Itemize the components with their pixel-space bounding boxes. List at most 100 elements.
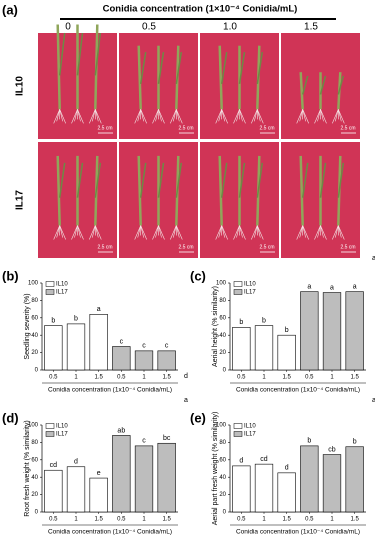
plant-root bbox=[59, 225, 63, 238]
plant-root bbox=[335, 109, 339, 122]
x-tick-label: 0.5 bbox=[117, 517, 126, 523]
significance-letter: d bbox=[285, 465, 289, 472]
significance-letter: b bbox=[307, 438, 311, 445]
plant-leaf bbox=[175, 51, 183, 84]
legend-swatch bbox=[45, 431, 55, 437]
row-label: IL17 bbox=[15, 190, 26, 210]
legend-label: IL17 bbox=[244, 432, 256, 438]
legend-label: IL17 bbox=[56, 290, 68, 296]
y-tick-label: 40 bbox=[31, 333, 38, 339]
legend-swatch bbox=[233, 431, 243, 437]
legend-swatch bbox=[45, 281, 55, 287]
x-tick-label: 1 bbox=[262, 375, 266, 381]
plant-root bbox=[92, 109, 96, 122]
plant-root bbox=[176, 225, 183, 240]
y-tick-label: 0 bbox=[223, 368, 227, 374]
bar bbox=[89, 477, 108, 513]
plant-root bbox=[296, 109, 303, 124]
plant-root bbox=[251, 109, 258, 124]
significance-letter: a bbox=[97, 306, 101, 313]
bar bbox=[277, 472, 296, 513]
significance-letter: a bbox=[353, 284, 357, 291]
y-tick-label: 20 bbox=[219, 492, 226, 498]
plant-root bbox=[314, 109, 321, 124]
significance-letter: a bbox=[307, 284, 311, 291]
plant-root bbox=[236, 109, 240, 122]
y-tick-label: 0 bbox=[223, 510, 227, 516]
significance-letter: d bbox=[74, 459, 78, 466]
plant-root bbox=[254, 225, 258, 238]
plant-root bbox=[320, 225, 327, 240]
plant-root bbox=[332, 109, 339, 124]
plant-stem bbox=[137, 155, 142, 226]
y-tick-label: 80 bbox=[31, 298, 38, 304]
plant-root bbox=[239, 109, 243, 122]
scale-label: 2.5 cm bbox=[97, 244, 112, 250]
x-tick-label: 0.5 bbox=[237, 517, 246, 523]
plant-leaf bbox=[58, 162, 66, 198]
x-tick-label: 1 bbox=[330, 375, 334, 381]
significance-letter: c bbox=[142, 438, 146, 445]
plant-root bbox=[257, 225, 264, 240]
plant-leaf bbox=[94, 162, 102, 198]
plant-root bbox=[92, 225, 96, 238]
plant-root bbox=[158, 225, 162, 238]
plant-root bbox=[338, 225, 345, 240]
y-axis-label: Seedling severity (%) bbox=[24, 293, 31, 359]
plant-leaf bbox=[319, 162, 327, 198]
x-tick-label: 1.5 bbox=[282, 517, 291, 523]
y-tick-label: 40 bbox=[31, 475, 38, 481]
plant-root bbox=[59, 225, 66, 240]
plant-root bbox=[302, 109, 309, 124]
edge-label: a bbox=[372, 255, 375, 262]
y-tick-label: 80 bbox=[219, 440, 226, 446]
x-tick-label: 0.5 bbox=[237, 375, 246, 381]
plant-root bbox=[335, 225, 339, 238]
plant-leaf bbox=[157, 51, 165, 84]
y-tick-label: 0 bbox=[35, 510, 39, 516]
scale-label: 2.5 cm bbox=[178, 244, 193, 250]
x-tick-label: 1.5 bbox=[350, 375, 359, 381]
bar bbox=[157, 442, 176, 513]
plant-root bbox=[317, 109, 321, 122]
plant-leaf bbox=[256, 51, 264, 84]
plant-root bbox=[137, 225, 141, 238]
scale-label: 2.5 cm bbox=[259, 125, 274, 131]
y-axis-label: Aerial part fresh weight (% similarity) bbox=[212, 412, 219, 526]
y-tick-label: 0 bbox=[35, 368, 39, 374]
plant-root bbox=[134, 109, 141, 124]
legend-label: IL10 bbox=[56, 282, 68, 288]
bar bbox=[134, 445, 154, 513]
plant-root bbox=[215, 109, 222, 124]
scale-label: 2.5 cm bbox=[259, 244, 274, 250]
x-tick-label: 1.5 bbox=[94, 517, 103, 523]
plant-root bbox=[77, 109, 84, 124]
plant-root bbox=[233, 225, 240, 240]
significance-letter: c bbox=[120, 338, 124, 345]
bar bbox=[277, 334, 296, 371]
bar bbox=[345, 446, 364, 513]
panel-label: (b) bbox=[2, 268, 19, 283]
plant-root bbox=[134, 225, 141, 240]
plant-root bbox=[53, 225, 60, 240]
plant-root bbox=[155, 225, 159, 238]
plant-root bbox=[236, 225, 240, 238]
plant-root bbox=[299, 109, 303, 122]
scale-label: 2.5 cm bbox=[340, 125, 355, 131]
y-tick-label: 60 bbox=[31, 457, 38, 463]
plant-root bbox=[137, 109, 141, 122]
bar bbox=[300, 445, 319, 513]
significance-letter: b bbox=[239, 319, 243, 326]
plant-root bbox=[215, 225, 222, 240]
plant-root bbox=[338, 109, 342, 122]
plant-root bbox=[251, 225, 258, 240]
y-tick-label: 40 bbox=[219, 333, 226, 339]
scale-label: 2.5 cm bbox=[178, 125, 193, 131]
legend-swatch bbox=[233, 423, 243, 429]
bar bbox=[322, 292, 342, 371]
significance-letter: ab bbox=[117, 427, 125, 434]
plant-stem bbox=[299, 155, 304, 226]
y-tick-label: 100 bbox=[28, 423, 39, 429]
bar bbox=[254, 325, 274, 371]
